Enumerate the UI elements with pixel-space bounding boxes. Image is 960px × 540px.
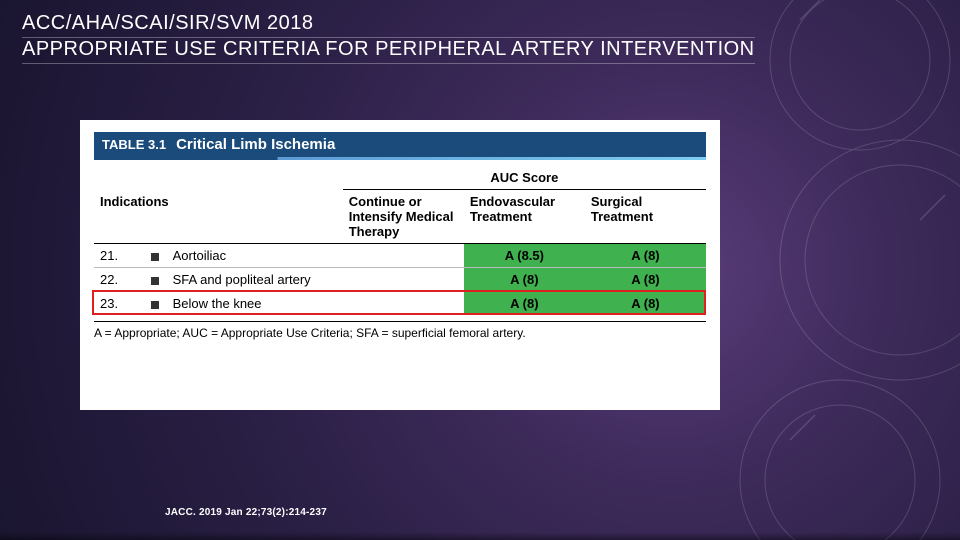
background-decoration: [700, 0, 960, 540]
col-indications: Indications: [94, 190, 343, 244]
col-medical: Continue or Intensify Medical Therapy: [343, 190, 464, 244]
slide-title: ACC/AHA/SCAI/SIR/SVM 2018 APPROPRIATE US…: [22, 12, 755, 64]
row-indication: Below the knee: [167, 292, 343, 316]
score-surgical: A (8): [585, 244, 706, 268]
table-accent-bar: [94, 157, 706, 160]
table-container: TABLE 3.1 Critical Limb Ischemia AUC Sco…: [80, 120, 720, 410]
row-num: 23.: [94, 292, 145, 316]
score-surgical: A (8): [585, 292, 706, 316]
table-tag: TABLE 3.1: [102, 137, 166, 152]
table-row: 23. Below the knee A (8) A (8): [94, 292, 706, 316]
score-medical: [343, 268, 464, 292]
group-header-auc: AUC Score: [343, 166, 706, 190]
table-legend: A = Appropriate; AUC = Appropriate Use C…: [94, 321, 706, 340]
row-indication: Aortoiliac: [167, 244, 343, 268]
bullet-icon: [145, 292, 167, 316]
col-endo: Endovascular Treatment: [464, 190, 585, 244]
table-row: 22. SFA and popliteal artery A (8) A (8): [94, 268, 706, 292]
score-endo: A (8): [464, 292, 585, 316]
score-endo: A (8): [464, 268, 585, 292]
score-medical: [343, 244, 464, 268]
col-surgical: Surgical Treatment: [585, 190, 706, 244]
title-line-1: ACC/AHA/SCAI/SIR/SVM 2018: [22, 12, 755, 38]
table-header-bar: TABLE 3.1 Critical Limb Ischemia: [94, 132, 706, 157]
cli-table: AUC Score Indications Continue or Intens…: [94, 166, 706, 315]
score-surgical: A (8): [585, 268, 706, 292]
citation: JACC. 2019 Jan 22;73(2):214-237: [165, 507, 327, 518]
title-line-2: APPROPRIATE USE CRITERIA FOR PERIPHERAL …: [22, 38, 755, 64]
row-indication: SFA and popliteal artery: [167, 268, 343, 292]
row-num: 21.: [94, 244, 145, 268]
row-num: 22.: [94, 268, 145, 292]
bottom-accent: [0, 532, 960, 540]
score-endo: A (8.5): [464, 244, 585, 268]
score-medical: [343, 292, 464, 316]
table-title: Critical Limb Ischemia: [176, 136, 335, 153]
bullet-icon: [145, 268, 167, 292]
table-row: 21. Aortoiliac A (8.5) A (8): [94, 244, 706, 268]
bullet-icon: [145, 244, 167, 268]
